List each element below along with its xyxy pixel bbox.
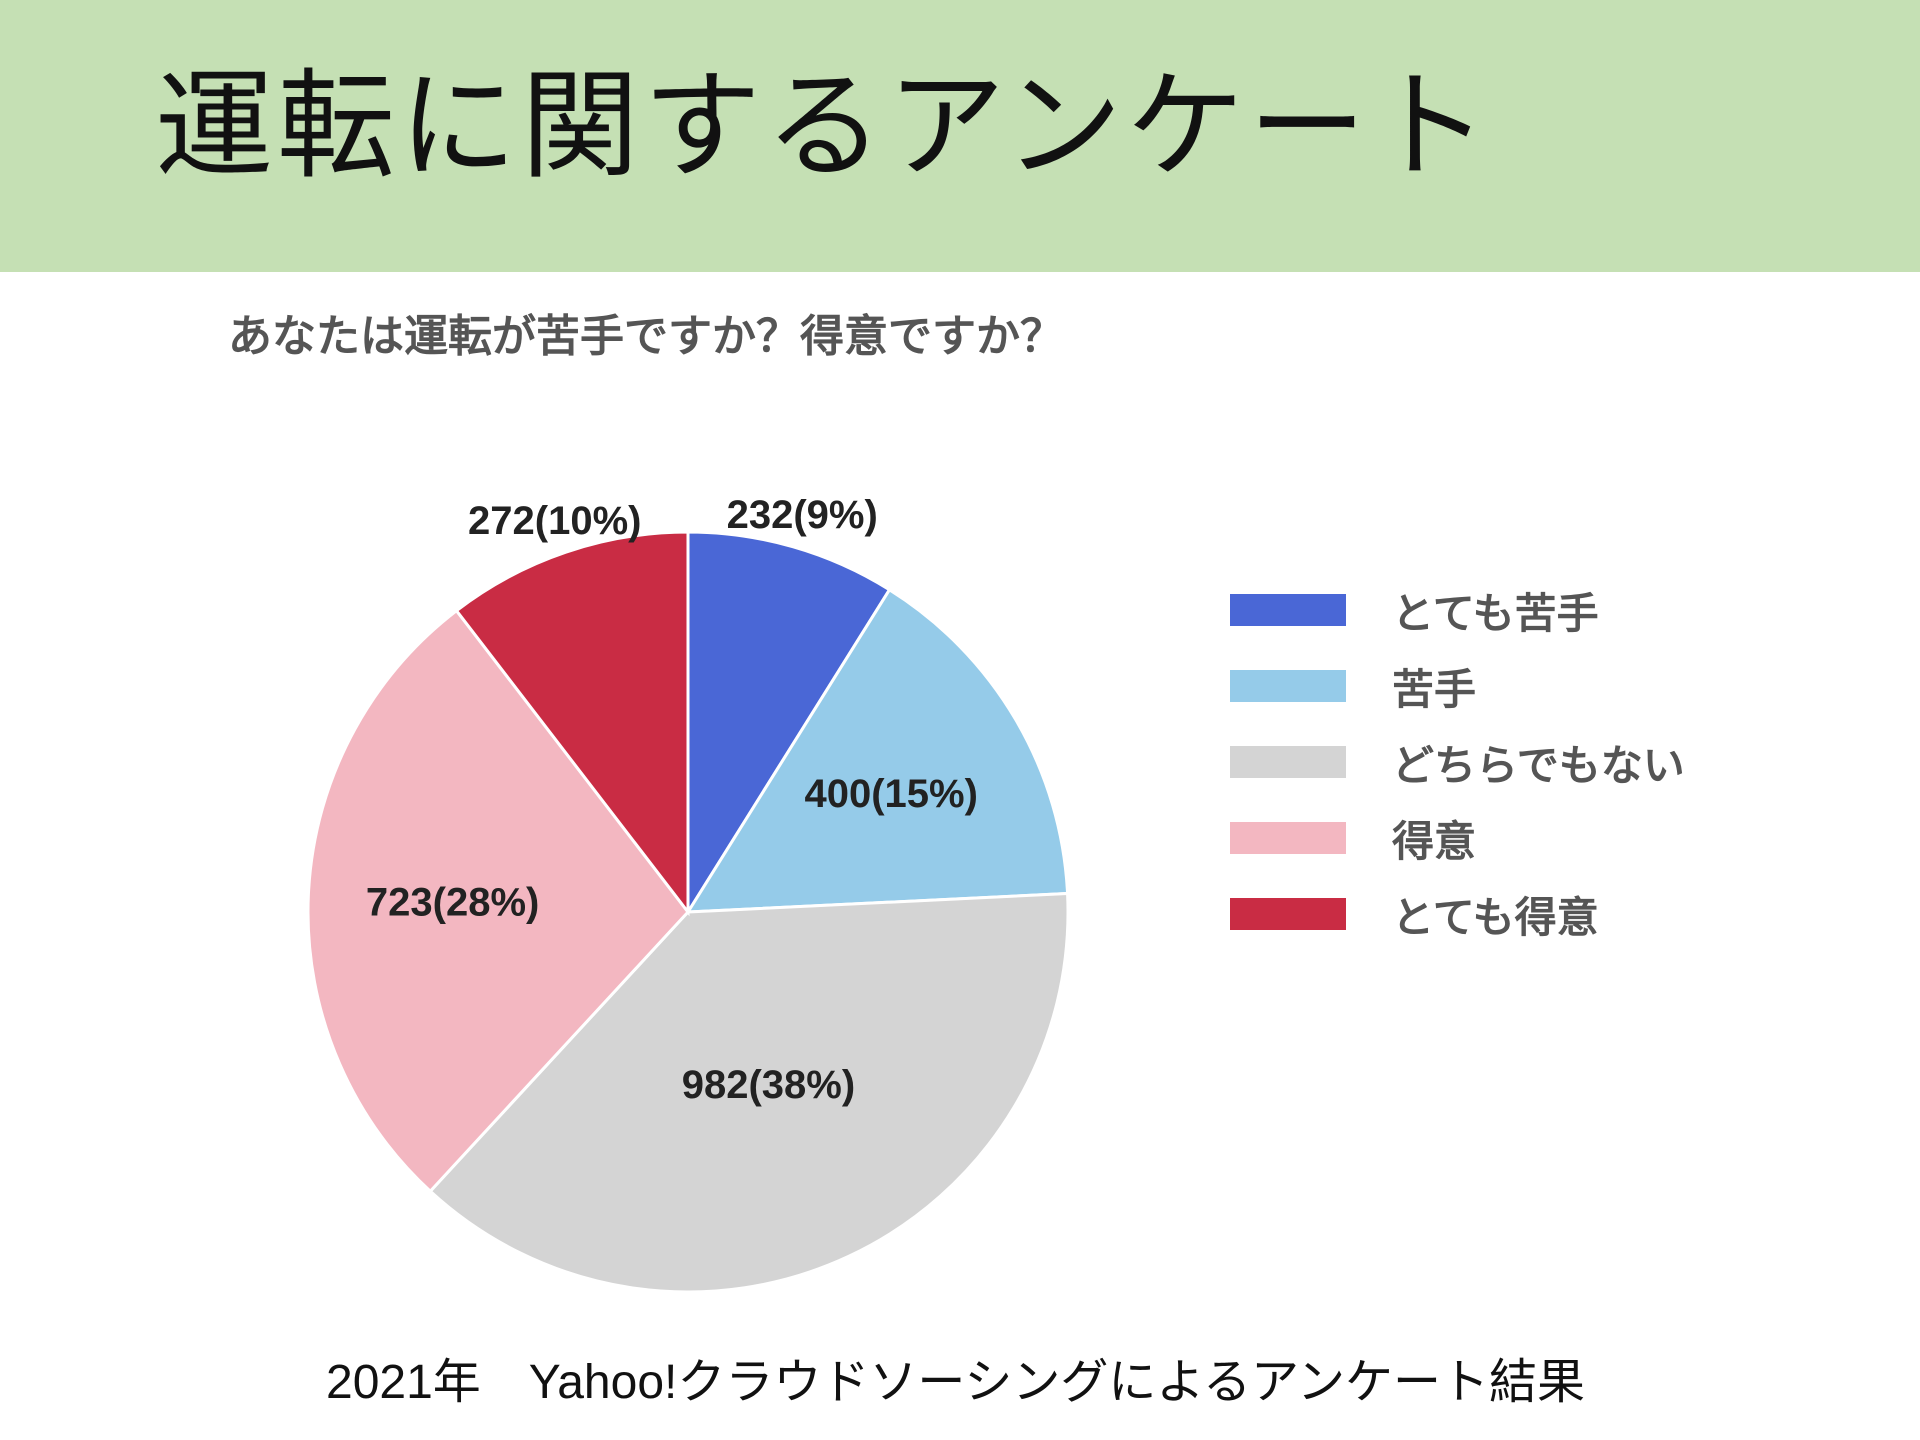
legend-label: とても得意 [1392, 892, 1599, 942]
legend-label: どちらでもない [1392, 740, 1685, 790]
legend-swatch [1230, 670, 1346, 702]
legend-item: とても得意 [1230, 876, 1685, 952]
legend-swatch [1230, 746, 1346, 778]
legend-swatch [1230, 594, 1346, 626]
legend-swatch [1230, 898, 1346, 930]
legend-label: 苦手 [1392, 664, 1477, 714]
header-band [0, 0, 1920, 272]
slice-data-label-3: 982(38%) [682, 1063, 855, 1107]
pie-slice-3 [428, 891, 1070, 1294]
pie-labels: 232(9%) 400(15%) 982(38%) 723(28%) 272(10%) [366, 493, 978, 1107]
slice-data-label-4: 723(28%) [366, 880, 539, 924]
pie-slice-1 [686, 530, 892, 918]
pie-slice-5 [454, 530, 690, 917]
pie-slices [306, 530, 1070, 1294]
legend-item: 苦手 [1230, 648, 1685, 724]
pie-slice-2 [685, 587, 1070, 914]
chart-legend: とても苦手苦手どちらでもない 得意とても得意 [1230, 572, 1685, 952]
chart-title: あなたは運転が苦手ですか？得意ですか？ [228, 311, 1064, 362]
legend-item: どちらでもない [1230, 724, 1685, 800]
legend-item: 得意 [1230, 800, 1685, 876]
slice-data-label-5: 272(10%) [468, 499, 641, 543]
slice-data-label-1: 232(9%) [727, 493, 878, 537]
legend-item: とても苦手 [1230, 572, 1685, 648]
slice-data-label-2: 400(15%) [805, 772, 978, 816]
legend-label: とても苦手 [1392, 588, 1599, 638]
legend-swatch [1230, 822, 1346, 854]
pie-slice-4 [306, 608, 690, 1194]
slide-title: 運転に関するアンケート [155, 57, 1493, 195]
legend-label: 得意 [1392, 816, 1477, 866]
source-caption: 2021年 Yahoo!クラウドソーシングによるアンケート結果 [326, 1356, 1586, 1409]
